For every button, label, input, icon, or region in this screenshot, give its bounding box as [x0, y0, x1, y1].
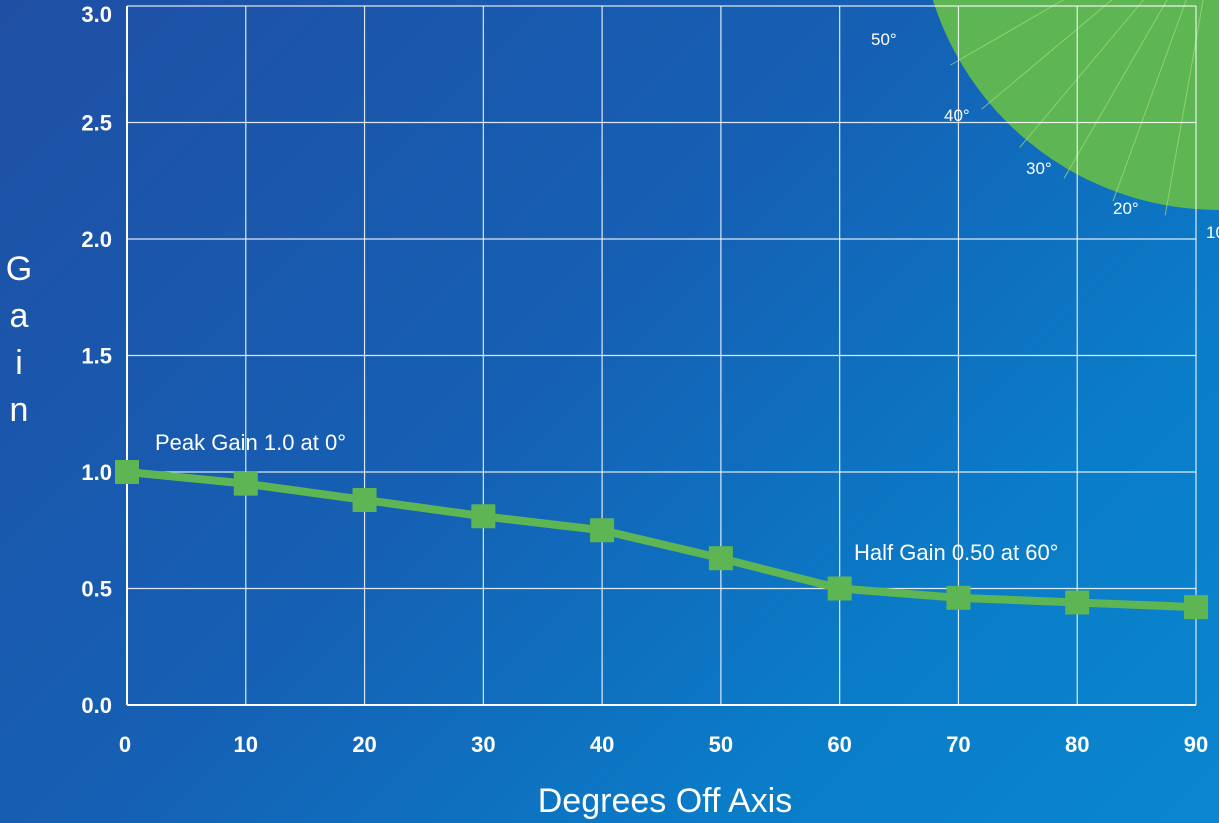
polar-degree-label: 40°: [944, 106, 970, 125]
polar-ray-line: [981, 0, 1113, 110]
data-point-marker: [708, 546, 733, 571]
x-tick-label: 90: [1184, 732, 1208, 757]
data-point-marker: [946, 585, 971, 610]
data-point-marker: [1065, 590, 1090, 615]
x-tick-label: 40: [590, 732, 614, 757]
polar-ray-line: [1112, 0, 1187, 202]
data-point-marker: [115, 460, 139, 484]
gain-series: [115, 460, 1208, 620]
y-tick-label: 2.0: [81, 227, 112, 252]
data-point-marker: [471, 504, 496, 529]
data-point-marker: [1184, 595, 1208, 620]
y-tick-label: 1.5: [81, 344, 112, 369]
x-tick-label: 30: [471, 732, 495, 757]
x-tick-label: 70: [946, 732, 970, 757]
polar-ray-line: [950, 0, 1065, 66]
y-tick-label: 2.5: [81, 111, 112, 136]
y-axis-title-char: G: [6, 250, 32, 288]
chart-grid: [126, 5, 1197, 706]
annotation-label: Half Gain 0.50 at 60°: [854, 540, 1058, 565]
x-tick-label: 60: [827, 732, 851, 757]
y-tick-label: 0.0: [81, 693, 112, 718]
polar-pattern-inset: 50° 40° 30° 20° 10: [871, 0, 1219, 242]
polar-degree-label: 10: [1206, 223, 1219, 242]
x-tick-label: 20: [352, 732, 376, 757]
polar-degree-label: 30°: [1026, 159, 1052, 178]
polar-ray-line: [1063, 0, 1168, 179]
y-tick-labels: 0.0 0.5 1.0 1.5 2.0 2.5 3.0: [81, 2, 112, 718]
polar-ray-line: [1019, 0, 1145, 148]
annotation-label: Peak Gain 1.0 at 0°: [155, 430, 346, 455]
x-tick-label: 10: [234, 732, 258, 757]
x-tick-labels: 0 10 20 30 40 50 60 70 80 90: [119, 732, 1208, 757]
y-tick-label: 1.0: [81, 460, 112, 485]
series-line: [126, 468, 1197, 612]
x-tick-label: 50: [709, 732, 733, 757]
y-axis-title-char: a: [10, 297, 29, 335]
x-tick-label: 0: [119, 732, 131, 757]
polar-pattern-fill: [932, 0, 1219, 210]
polar-degree-label: 20°: [1113, 199, 1139, 218]
y-axis-title-char: n: [10, 391, 29, 429]
polar-degree-label: 50°: [871, 30, 897, 49]
data-point-marker: [590, 518, 615, 543]
x-axis-title: Degrees Off Axis: [538, 782, 793, 820]
data-point-marker: [827, 576, 852, 601]
x-tick-label: 80: [1065, 732, 1089, 757]
y-tick-label: 3.0: [81, 2, 112, 27]
y-axis-title-char: i: [15, 344, 23, 382]
annotations: Peak Gain 1.0 at 0° Half Gain 0.50 at 60°: [155, 430, 1058, 565]
data-point-marker: [233, 471, 258, 496]
data-point-marker: [352, 487, 377, 512]
polar-ray-line: [1164, 0, 1204, 216]
y-tick-label: 0.5: [81, 577, 112, 602]
